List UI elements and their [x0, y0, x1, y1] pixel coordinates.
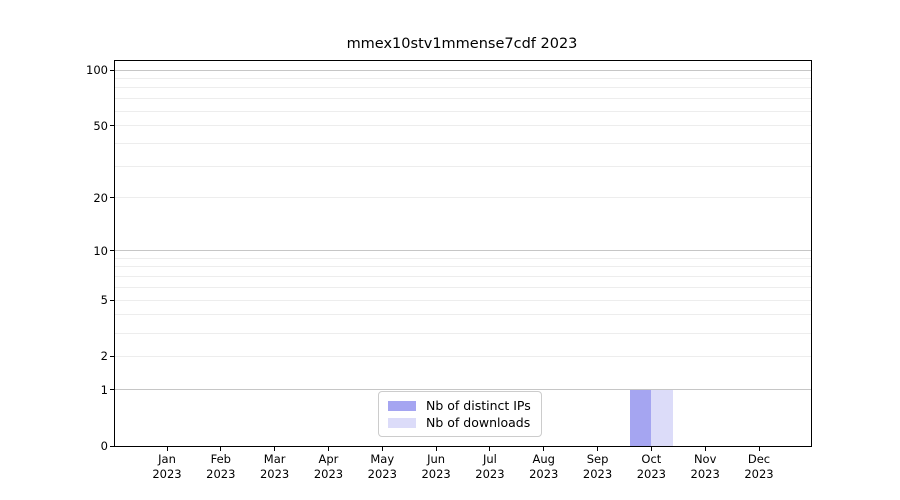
y-minor-gridline: [115, 165, 811, 167]
y-minor-gridline: [115, 142, 811, 144]
x-tick-label: Jul 2023: [475, 452, 505, 481]
x-tick-label: Dec 2023: [744, 452, 774, 481]
x-tick: [543, 447, 545, 451]
y-major-gridline: [115, 69, 811, 71]
x-tick-label: Mar 2023: [259, 452, 290, 481]
x-tick-label: Nov 2023: [690, 452, 720, 481]
y-tick-label: 50: [93, 118, 108, 133]
legend-item-distinct-ips: Nb of distinct IPs: [388, 397, 531, 414]
y-minor-gridline: [115, 266, 811, 268]
y-minor-gridline: [115, 299, 811, 301]
legend-label-downloads: Nb of downloads: [426, 415, 531, 430]
chart-title: mmex10stv1mmense7cdf 2023: [346, 36, 578, 52]
y-tick-label: 20: [93, 190, 108, 205]
y-tick-label: 2: [100, 349, 108, 364]
x-tick-label: Sep 2023: [582, 452, 613, 481]
x-tick-label: Apr 2023: [313, 452, 344, 481]
x-tick-label: Jan 2023: [152, 452, 182, 481]
y-tick-label: 10: [93, 243, 108, 258]
y-tick: [110, 445, 114, 447]
y-tick-label: 1: [100, 382, 108, 397]
y-tick-label: 0: [100, 439, 108, 453]
x-tick: [381, 447, 383, 451]
y-tick: [110, 355, 114, 357]
y-minor-gridline: [115, 355, 811, 357]
y-tick: [110, 69, 114, 71]
y-minor-gridline: [115, 286, 811, 288]
x-tick: [220, 447, 222, 451]
y-minor-gridline: [115, 276, 811, 278]
plot-area: Nb of distinct IPs Nb of downloads 0 1 2 5 1…: [86, 60, 812, 481]
x-tick-label: Oct 2023: [636, 452, 666, 481]
legend-label-distinct-ips: Nb of distinct IPs: [426, 398, 531, 413]
x-tick: [704, 447, 706, 451]
x-tick-label: Aug 2023: [529, 452, 559, 481]
x-tick: [435, 447, 437, 451]
x-tick: [274, 447, 276, 451]
y-minor-gridline: [115, 125, 811, 127]
y-tick-label: 100: [86, 63, 108, 77]
legend: Nb of distinct IPs Nb of downloads: [378, 391, 542, 437]
x-tick-label: May 2023: [367, 452, 397, 481]
y-tick: [110, 250, 114, 252]
y-tick: [110, 125, 114, 127]
x-tick-label: Feb 2023: [206, 452, 236, 481]
y-minor-gridline: [115, 197, 811, 199]
x-tick: [758, 447, 760, 451]
y-minor-gridline: [115, 98, 811, 100]
x-tick: [489, 447, 491, 451]
y-minor-gridline: [115, 257, 811, 259]
y-minor-gridline: [115, 332, 811, 334]
x-tick: [166, 447, 168, 451]
y-minor-gridline: [115, 110, 811, 112]
y-tick-label: 5: [100, 293, 108, 308]
y-minor-gridline: [115, 87, 811, 89]
legend-swatch-distinct-ips: [388, 400, 416, 411]
x-tick-label: Jun 2023: [421, 452, 451, 481]
bar-distinct-ips: [629, 389, 652, 446]
y-minor-gridline: [115, 77, 811, 79]
x-tick: [650, 447, 652, 451]
y-tick: [110, 197, 114, 199]
legend-swatch-downloads: [388, 417, 416, 428]
y-tick: [110, 299, 114, 301]
y-minor-gridline: [115, 314, 811, 316]
x-tick: [597, 447, 599, 451]
y-major-gridline: [115, 250, 811, 252]
y-tick: [110, 389, 114, 391]
y-major-gridline: [115, 389, 811, 391]
bar-downloads: [651, 389, 673, 446]
legend-item-downloads: Nb of downloads: [388, 414, 531, 431]
x-tick: [327, 447, 329, 451]
